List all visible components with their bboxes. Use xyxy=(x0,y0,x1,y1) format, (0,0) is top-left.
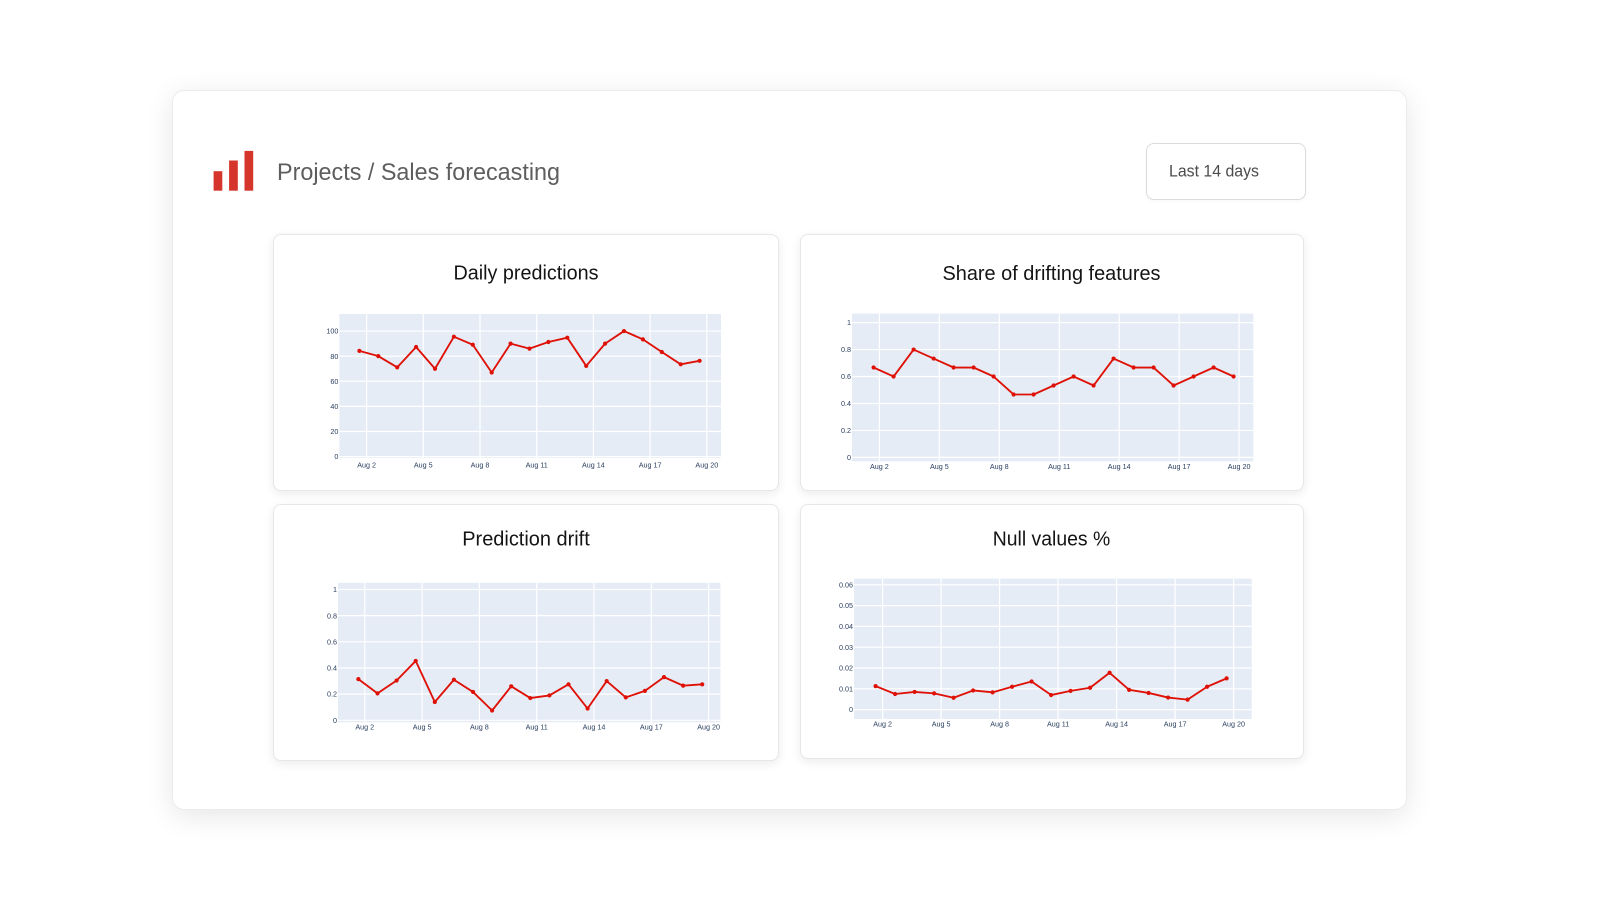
svg-text:100: 100 xyxy=(326,327,338,336)
svg-text:0.06: 0.06 xyxy=(839,580,853,589)
svg-text:0.6: 0.6 xyxy=(327,637,337,646)
svg-text:Aug 14: Aug 14 xyxy=(583,723,606,732)
svg-text:Share of drifting features: Share of drifting features xyxy=(943,262,1161,285)
svg-text:0.05: 0.05 xyxy=(839,601,853,610)
svg-text:Aug 8: Aug 8 xyxy=(471,460,490,469)
svg-text:0.8: 0.8 xyxy=(327,611,337,620)
svg-text:Aug 20: Aug 20 xyxy=(695,460,718,469)
svg-text:Aug 17: Aug 17 xyxy=(639,460,662,469)
svg-text:Aug 5: Aug 5 xyxy=(414,460,433,469)
svg-text:0.01: 0.01 xyxy=(839,684,853,693)
svg-text:Aug 5: Aug 5 xyxy=(932,719,951,728)
svg-text:Last 14 days: Last 14 days xyxy=(1169,162,1259,181)
svg-text:Aug 11: Aug 11 xyxy=(1047,719,1069,728)
svg-text:1: 1 xyxy=(333,585,337,594)
svg-text:Aug 11: Aug 11 xyxy=(1048,462,1070,471)
svg-text:0.8: 0.8 xyxy=(841,345,851,354)
svg-text:Aug 20: Aug 20 xyxy=(1222,719,1245,728)
svg-text:Aug 5: Aug 5 xyxy=(930,462,949,471)
svg-text:20: 20 xyxy=(330,427,338,436)
svg-text:Prediction drift: Prediction drift xyxy=(462,527,590,550)
svg-text:Aug 20: Aug 20 xyxy=(697,723,720,732)
svg-text:Aug 2: Aug 2 xyxy=(357,460,376,469)
svg-text:Null values %: Null values % xyxy=(993,527,1111,550)
svg-text:0.04: 0.04 xyxy=(839,622,853,631)
svg-text:0: 0 xyxy=(849,705,853,714)
svg-text:Daily predictions: Daily predictions xyxy=(454,262,599,285)
svg-text:0: 0 xyxy=(847,453,851,462)
svg-text:Aug 8: Aug 8 xyxy=(990,719,1009,728)
svg-text:40: 40 xyxy=(330,402,338,411)
svg-text:60: 60 xyxy=(330,377,338,386)
svg-text:80: 80 xyxy=(330,352,338,361)
svg-text:0.4: 0.4 xyxy=(841,399,851,408)
svg-text:Aug 2: Aug 2 xyxy=(870,462,889,471)
svg-text:Aug 11: Aug 11 xyxy=(526,723,548,732)
svg-text:0.2: 0.2 xyxy=(327,690,337,699)
svg-text:Aug 11: Aug 11 xyxy=(526,460,548,469)
svg-text:Aug 2: Aug 2 xyxy=(355,723,374,732)
svg-text:0.03: 0.03 xyxy=(839,643,853,652)
svg-text:0: 0 xyxy=(334,452,338,461)
svg-text:Aug 17: Aug 17 xyxy=(640,723,663,732)
svg-text:Aug 14: Aug 14 xyxy=(1105,719,1128,728)
svg-text:1: 1 xyxy=(847,318,851,327)
svg-text:Aug 8: Aug 8 xyxy=(990,462,1009,471)
svg-text:Aug 14: Aug 14 xyxy=(1108,462,1131,471)
svg-text:Aug 5: Aug 5 xyxy=(413,723,432,732)
svg-text:0.6: 0.6 xyxy=(841,372,851,381)
svg-text:Aug 8: Aug 8 xyxy=(470,723,489,732)
svg-text:Aug 20: Aug 20 xyxy=(1228,462,1251,471)
svg-text:0.2: 0.2 xyxy=(841,426,851,435)
svg-text:0: 0 xyxy=(333,716,337,725)
svg-text:0.02: 0.02 xyxy=(839,664,853,673)
svg-text:Aug 14: Aug 14 xyxy=(582,460,605,469)
svg-text:Aug 17: Aug 17 xyxy=(1168,462,1191,471)
svg-text:Aug 2: Aug 2 xyxy=(873,719,892,728)
svg-text:Aug 17: Aug 17 xyxy=(1164,719,1187,728)
svg-text:0.4: 0.4 xyxy=(327,664,337,673)
svg-text:Projects / Sales forecasting: Projects / Sales forecasting xyxy=(277,159,560,186)
